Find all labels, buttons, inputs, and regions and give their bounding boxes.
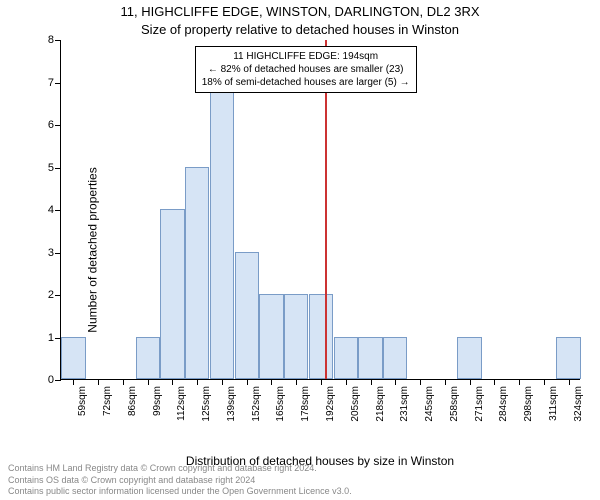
x-tick <box>519 379 520 385</box>
x-tick-label: 192sqm <box>325 386 336 422</box>
y-tick <box>55 210 61 211</box>
x-tick-label: 125sqm <box>201 386 212 422</box>
x-tick-label: 205sqm <box>350 386 361 422</box>
y-tick-label: 1 <box>48 332 54 344</box>
y-tick <box>55 83 61 84</box>
x-tick <box>172 379 173 385</box>
x-tick-label: 245sqm <box>424 386 435 422</box>
x-tick <box>544 379 545 385</box>
bar <box>61 337 85 380</box>
x-tick-label: 99sqm <box>152 386 163 416</box>
x-tick <box>123 379 124 385</box>
x-tick <box>420 379 421 385</box>
y-tick <box>55 168 61 169</box>
plot-area: 01234567859sqm72sqm86sqm99sqm112sqm125sq… <box>60 40 580 380</box>
chart-title-2: Size of property relative to detached ho… <box>0 22 600 37</box>
x-tick <box>271 379 272 385</box>
x-tick <box>197 379 198 385</box>
bar <box>309 294 333 379</box>
x-tick <box>73 379 74 385</box>
footer-attribution: Contains HM Land Registry data © Crown c… <box>8 463 352 498</box>
x-tick-label: 112sqm <box>176 386 187 421</box>
bar <box>259 294 283 379</box>
bar <box>160 209 184 379</box>
x-tick <box>296 379 297 385</box>
x-tick-label: 298sqm <box>523 386 534 422</box>
bar <box>383 337 407 380</box>
x-tick <box>148 379 149 385</box>
x-tick-label: 324sqm <box>573 386 584 422</box>
x-tick-label: 165sqm <box>275 386 286 422</box>
annotation-line-1: 11 HIGHCLIFFE EDGE: 194sqm <box>202 50 410 63</box>
x-tick-label: 178sqm <box>300 386 311 422</box>
x-tick-label: 86sqm <box>127 386 138 416</box>
bar <box>136 337 160 380</box>
x-tick-label: 218sqm <box>375 386 386 422</box>
x-tick-label: 231sqm <box>399 386 410 422</box>
y-tick <box>55 380 61 381</box>
x-tick <box>470 379 471 385</box>
bar <box>210 82 234 380</box>
bar <box>358 337 382 380</box>
x-tick-label: 152sqm <box>251 386 262 422</box>
x-tick <box>346 379 347 385</box>
y-tick-label: 5 <box>48 162 54 174</box>
bar <box>235 252 259 380</box>
annotation-line-2: ← 82% of detached houses are smaller (23… <box>202 63 410 76</box>
x-tick-label: 59sqm <box>77 386 88 416</box>
bar <box>556 337 580 380</box>
bar <box>284 294 308 379</box>
x-tick-label: 258sqm <box>449 386 460 422</box>
x-tick <box>494 379 495 385</box>
bar <box>457 337 481 380</box>
y-tick <box>55 125 61 126</box>
annotation-box: 11 HIGHCLIFFE EDGE: 194sqm← 82% of detac… <box>195 46 417 93</box>
x-tick <box>371 379 372 385</box>
x-tick <box>321 379 322 385</box>
y-tick-label: 8 <box>48 34 54 46</box>
y-tick-label: 3 <box>48 247 54 259</box>
y-tick-label: 2 <box>48 289 54 301</box>
bar <box>334 337 358 380</box>
chart-container: 01234567859sqm72sqm86sqm99sqm112sqm125sq… <box>60 40 580 420</box>
y-tick-label: 6 <box>48 119 54 131</box>
bar <box>185 167 209 380</box>
annotation-line-3: 18% of semi-detached houses are larger (… <box>202 76 410 89</box>
footer-line-3: Contains public sector information licen… <box>8 486 352 498</box>
x-tick <box>445 379 446 385</box>
y-tick-label: 4 <box>48 204 54 216</box>
x-tick-label: 284sqm <box>498 386 509 422</box>
x-tick-label: 271sqm <box>474 386 485 422</box>
x-tick-label: 72sqm <box>102 386 113 416</box>
x-tick <box>569 379 570 385</box>
y-tick <box>55 40 61 41</box>
footer-line-2: Contains OS data © Crown copyright and d… <box>8 475 352 487</box>
x-tick <box>222 379 223 385</box>
x-tick <box>98 379 99 385</box>
y-tick-label: 0 <box>48 374 54 386</box>
chart-title-1: 11, HIGHCLIFFE EDGE, WINSTON, DARLINGTON… <box>0 4 600 19</box>
x-tick <box>395 379 396 385</box>
x-tick-label: 311sqm <box>548 386 559 421</box>
y-tick <box>55 338 61 339</box>
y-tick <box>55 295 61 296</box>
y-tick-label: 7 <box>48 77 54 89</box>
x-tick-label: 139sqm <box>226 386 237 422</box>
x-tick <box>247 379 248 385</box>
footer-line-1: Contains HM Land Registry data © Crown c… <box>8 463 352 475</box>
y-tick <box>55 253 61 254</box>
